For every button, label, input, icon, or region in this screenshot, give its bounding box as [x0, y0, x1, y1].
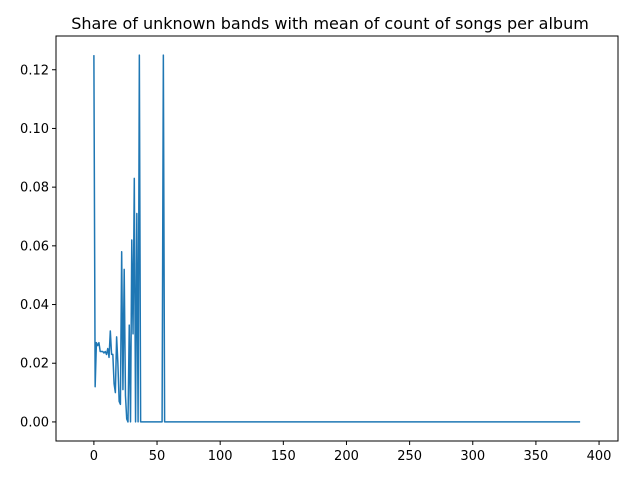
y-tick-label: 0.12: [20, 63, 49, 78]
chart-title: Share of unknown bands with mean of coun…: [71, 14, 589, 33]
plot-area: [93, 54, 581, 423]
y-tick-label: 0.04: [20, 298, 49, 313]
x-tick-label: 150: [271, 449, 296, 464]
x-tick-label: 300: [460, 449, 485, 464]
y-tick-label: 0.06: [20, 239, 49, 254]
y-tick-label: 0.02: [20, 357, 49, 372]
x-tick-label: 50: [149, 449, 166, 464]
y-axis: 0.00 0.02 0.04 0.06 0.08 0.10 0.12: [20, 63, 56, 430]
x-tick-label: 350: [523, 449, 548, 464]
y-tick-label: 0.00: [20, 415, 49, 430]
y-tick-label: 0.10: [20, 122, 49, 137]
series-line-0: [93, 54, 581, 423]
x-tick-label: 400: [587, 449, 612, 464]
x-axis: 0 50 100 150 200 250 300 350 400: [90, 441, 612, 464]
x-tick-label: 0: [90, 449, 98, 464]
x-tick-label: 200: [334, 449, 359, 464]
axes-frame: [55, 35, 619, 442]
y-tick-label: 0.08: [20, 181, 49, 196]
x-tick-label: 100: [208, 449, 233, 464]
x-tick-label: 250: [397, 449, 422, 464]
